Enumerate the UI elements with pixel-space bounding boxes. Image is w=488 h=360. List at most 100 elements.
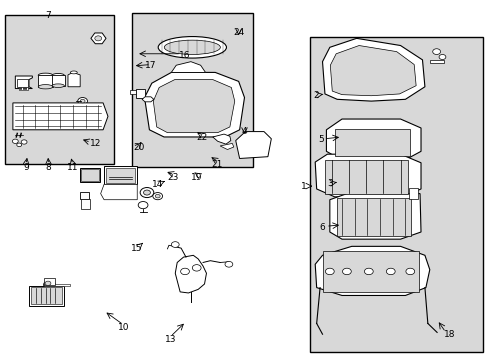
Bar — [104, 166, 137, 184]
Text: 20: 20 — [133, 143, 144, 152]
Circle shape — [180, 268, 189, 275]
Text: 21: 21 — [211, 160, 222, 169]
Text: 12: 12 — [90, 139, 101, 148]
Polygon shape — [144, 72, 244, 137]
Polygon shape — [315, 154, 420, 197]
Ellipse shape — [38, 73, 53, 77]
Bar — [136, 89, 145, 98]
Circle shape — [95, 36, 102, 41]
Bar — [81, 199, 90, 209]
Circle shape — [17, 143, 21, 147]
Bar — [23, 87, 25, 90]
Polygon shape — [13, 103, 108, 130]
Polygon shape — [326, 119, 420, 160]
Bar — [408, 188, 417, 199]
Text: 24: 24 — [233, 28, 244, 37]
Bar — [325, 159, 407, 194]
Text: 17: 17 — [145, 62, 156, 71]
Circle shape — [21, 140, 27, 144]
Polygon shape — [235, 132, 271, 158]
Circle shape — [78, 98, 87, 105]
Bar — [31, 287, 62, 304]
Text: 13: 13 — [164, 335, 176, 344]
Circle shape — [386, 268, 394, 275]
Polygon shape — [68, 72, 80, 87]
Text: 14: 14 — [152, 180, 163, 189]
Text: 3: 3 — [327, 179, 332, 188]
Bar — [334, 129, 409, 156]
Ellipse shape — [38, 85, 53, 89]
Text: 18: 18 — [443, 330, 454, 339]
Bar — [323, 251, 418, 292]
Polygon shape — [322, 39, 424, 101]
Text: 22: 22 — [196, 133, 207, 142]
Circle shape — [224, 261, 232, 267]
Text: 4: 4 — [241, 127, 247, 136]
Bar — [29, 286, 64, 306]
Polygon shape — [130, 90, 136, 94]
Polygon shape — [15, 76, 32, 89]
Bar — [4, 15, 114, 164]
Ellipse shape — [164, 40, 220, 54]
Circle shape — [80, 99, 85, 103]
Polygon shape — [153, 80, 234, 133]
Bar — [106, 168, 135, 183]
Circle shape — [432, 49, 440, 54]
Ellipse shape — [158, 37, 226, 58]
Text: 10: 10 — [118, 323, 129, 332]
Circle shape — [192, 265, 201, 271]
Polygon shape — [175, 255, 206, 293]
Polygon shape — [315, 246, 429, 296]
Circle shape — [364, 268, 372, 275]
Circle shape — [12, 139, 18, 143]
Circle shape — [438, 54, 445, 59]
Text: 9: 9 — [23, 163, 29, 172]
Text: 2: 2 — [313, 91, 319, 100]
Circle shape — [43, 280, 55, 289]
Text: 19: 19 — [191, 173, 203, 182]
Polygon shape — [142, 97, 154, 102]
Circle shape — [45, 281, 51, 285]
Bar — [81, 169, 99, 181]
Circle shape — [342, 268, 350, 275]
Ellipse shape — [52, 73, 64, 77]
Text: 8: 8 — [45, 163, 51, 172]
Bar — [19, 87, 20, 90]
Circle shape — [138, 202, 148, 209]
Bar — [21, 87, 22, 90]
Text: 5: 5 — [318, 135, 324, 144]
Polygon shape — [329, 194, 420, 239]
Bar — [17, 78, 27, 87]
Circle shape — [140, 188, 154, 198]
Bar — [336, 198, 410, 235]
Circle shape — [325, 268, 333, 275]
Text: 6: 6 — [319, 223, 325, 232]
Bar — [38, 75, 53, 87]
Bar — [132, 13, 253, 167]
Circle shape — [405, 268, 414, 275]
Text: 23: 23 — [167, 173, 179, 182]
Bar — [80, 192, 89, 199]
Text: 11: 11 — [67, 163, 79, 172]
Polygon shape — [212, 134, 230, 144]
Circle shape — [143, 190, 150, 195]
Ellipse shape — [70, 71, 77, 74]
Bar — [80, 168, 100, 182]
Polygon shape — [330, 45, 415, 96]
Text: 1: 1 — [301, 181, 306, 190]
Text: 7: 7 — [45, 10, 51, 19]
Circle shape — [153, 193, 162, 200]
Text: 16: 16 — [179, 51, 190, 60]
Ellipse shape — [52, 84, 64, 87]
Bar — [26, 87, 27, 90]
Bar — [43, 284, 70, 286]
Text: 15: 15 — [130, 244, 142, 253]
Bar — [52, 75, 64, 86]
Bar — [310, 37, 483, 352]
Circle shape — [155, 194, 160, 198]
Polygon shape — [220, 143, 233, 149]
Polygon shape — [171, 62, 205, 72]
Polygon shape — [91, 33, 106, 44]
Bar — [43, 278, 55, 285]
Circle shape — [171, 242, 179, 247]
